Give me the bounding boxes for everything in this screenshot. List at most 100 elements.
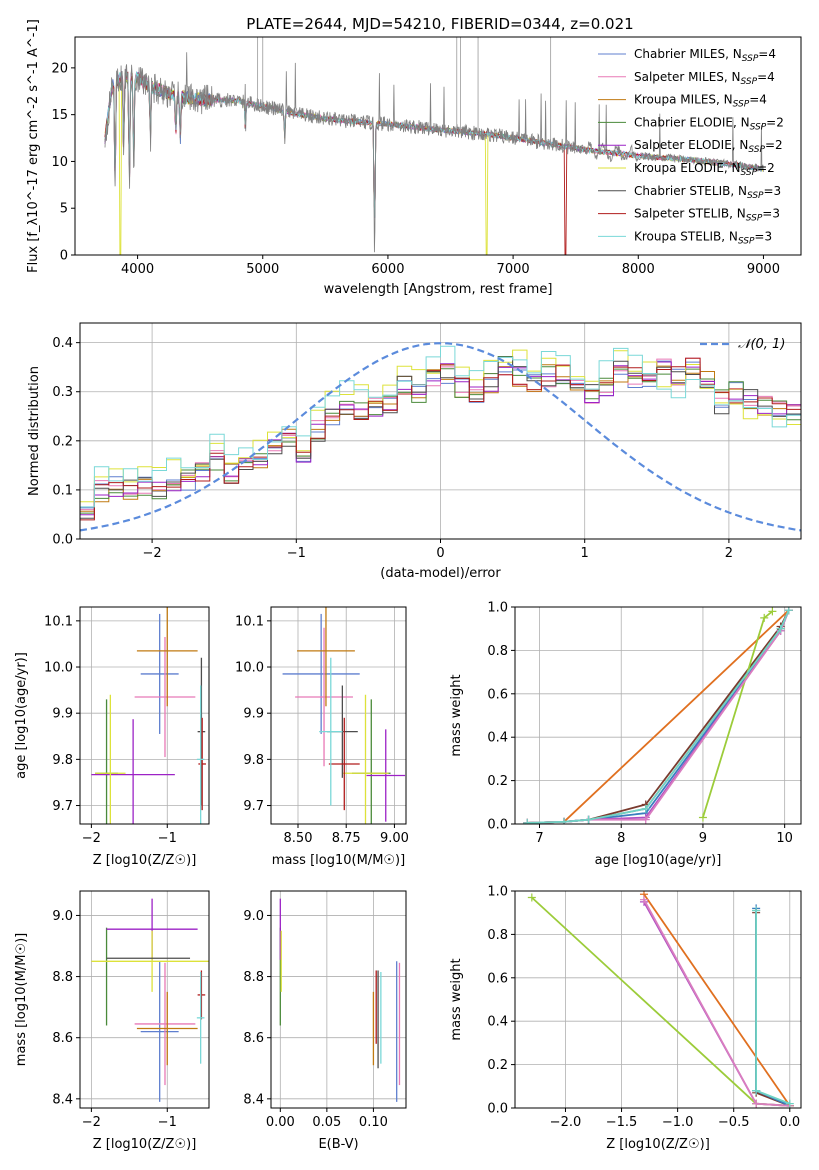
mass-weight-marker — [639, 895, 648, 904]
y-axis-label: mass [log10(M/M☉)] — [14, 933, 29, 1066]
x-axis-label: Z [log10(Z/Z☉)] — [93, 853, 197, 868]
y-tick-label: 0.3 — [52, 385, 73, 400]
y-tick-label: 0.4 — [52, 336, 73, 351]
x-axis-label: (data-model)/error — [380, 566, 501, 581]
plot-area — [80, 891, 209, 1108]
y-tick-label: 0.2 — [487, 774, 508, 789]
x-tick-label: 8.75 — [332, 831, 361, 846]
y-axis-label: age [log10(age/yr)] — [14, 652, 29, 779]
plot-area — [271, 891, 406, 1108]
x-tick-label: −2 — [82, 831, 101, 846]
panels: Chabrier MILES, NSSP=4 Salpeter MILES, NS… — [14, 19, 802, 1152]
chart-spectrum: Chabrier MILES, NSSP=4 Salpeter MILES, NS… — [26, 19, 802, 297]
y-tick-label: 0.4 — [487, 731, 508, 746]
y-tick-label: 9.7 — [243, 799, 264, 814]
y-tick-label: 8.8 — [243, 970, 264, 985]
y-tick-label: 10 — [51, 155, 68, 170]
x-tick-label: 10 — [776, 831, 793, 846]
observed-spectrum-line — [104, 52, 764, 253]
plot-area — [271, 607, 406, 824]
mass-weight-marker — [584, 815, 593, 824]
residual-histogram-step — [80, 357, 801, 521]
legend: 𝒩(0, 1) — [700, 337, 785, 352]
x-tick-label: 2 — [725, 546, 733, 561]
x-tick-label: 7000 — [497, 262, 530, 277]
x-tick-label: 0.0 — [779, 1115, 800, 1130]
legend-label: Chabrier ELODIE, NSSP=2 — [634, 115, 784, 132]
x-tick-label: 0 — [436, 546, 444, 561]
legend-label: 𝒩(0, 1) — [738, 337, 785, 352]
x-tick-label: −1.5 — [606, 1115, 638, 1130]
y-tick-label: 10.0 — [44, 661, 73, 676]
x-tick-label: 6000 — [371, 262, 404, 277]
y-tick-label: 0.6 — [487, 971, 508, 986]
y-tick-label: 8.6 — [52, 1031, 73, 1046]
mass-weight-marker — [752, 1099, 761, 1108]
x-tick-label: 8.50 — [284, 831, 313, 846]
mass-weight-marker — [752, 906, 761, 915]
x-axis-label: age [log10(age/yr)] — [595, 853, 722, 868]
y-tick-label: 0.0 — [487, 818, 508, 833]
x-tick-label: 5000 — [246, 262, 279, 277]
chart-age-vs-mass: 8.50 8.75 9.00 9.7 9.8 9.9 10.0 10.1 mass [log10… — [235, 606, 409, 868]
x-axis-label: Z [log10(Z/Z☉)] — [606, 1137, 710, 1152]
plot-area — [80, 607, 209, 824]
figure-title: PLATE=2644, MJD=54210, FIBERID=0344, z=0… — [246, 15, 633, 33]
y-tick-label: 8.6 — [243, 1031, 264, 1046]
y-tick-label: 0.8 — [487, 928, 508, 943]
legend-label: Chabrier STELIB, NSSP=3 — [634, 184, 781, 201]
mass-weight-marker — [641, 815, 650, 824]
x-tick-label: 0.00 — [266, 1115, 295, 1130]
axes-frame — [270, 890, 407, 1109]
y-tick-label: 9.8 — [243, 753, 264, 768]
y-tick-label: 0.0 — [487, 1102, 508, 1117]
x-axis-label: wavelength [Angstrom, rest frame] — [324, 282, 553, 297]
chart-mass-vs-Z: −2 −1 8.4 8.6 8.8 9.0 Z [log10(Z/Z☉)] mass [log… — [14, 890, 210, 1152]
chart-residual-histogram: 𝒩(0, 1) −2 −1 0 1 2 0.0 0.1 0.2 0.3 0.4 (data-model… — [27, 322, 802, 581]
y-tick-label: 5 — [60, 202, 68, 217]
y-tick-label: 1.0 — [487, 601, 508, 616]
x-tick-label: −1 — [158, 1115, 177, 1130]
x-axis-label: E(B-V) — [318, 1137, 358, 1152]
y-tick-label: 0.4 — [487, 1015, 508, 1030]
legend-label: Salpeter MILES, NSSP=4 — [634, 70, 775, 87]
x-tick-label: −2 — [82, 1115, 101, 1130]
y-axis-label: Normed distribution — [27, 366, 42, 496]
x-axis-label: Z [log10(Z/Z☉)] — [93, 1137, 197, 1152]
axes-frame — [514, 890, 802, 1109]
mass-weight-line — [527, 609, 790, 824]
chart-mass-weight-vs-Z: −2.0 −1.5 −1.0 −0.5 0.0 0.0 0.2 0.4 0.6 0.8 1.0 Z [… — [449, 885, 802, 1152]
y-tick-label: 10.0 — [235, 661, 264, 676]
x-tick-label: −2.0 — [550, 1115, 582, 1130]
y-tick-label: 0.6 — [487, 687, 508, 702]
mass-weight-marker — [560, 817, 569, 824]
x-tick-label: −2 — [143, 546, 162, 561]
y-tick-label: 0 — [60, 249, 68, 264]
x-tick-label: 4000 — [121, 262, 154, 277]
y-axis-label: Flux [f_λ10^-17 erg cm^-2 s^-1 A^-1] — [26, 19, 41, 273]
y-tick-label: 0.2 — [52, 434, 73, 449]
legend-label: Kroupa STELIB, NSSP=3 — [634, 229, 772, 246]
plot-area — [515, 607, 801, 824]
chart-mass-weight-vs-age: 7 8 9 10 0.0 0.2 0.4 0.6 0.8 1.0 age [log10(age/yr… — [449, 601, 802, 868]
y-tick-label: 15 — [51, 108, 68, 123]
y-tick-label: 8.8 — [52, 970, 73, 985]
x-tick-label: 9000 — [747, 262, 780, 277]
y-tick-label: 0.2 — [487, 1058, 508, 1073]
chart-mass-vs-EBV: 0.00 0.05 0.10 8.4 8.6 8.8 9.0 E(B-V) — [243, 890, 407, 1152]
x-tick-label: −1 — [287, 546, 306, 561]
y-tick-label: 9.9 — [243, 707, 264, 722]
chart-age-vs-Z: −2 −1 9.7 9.8 9.9 10.0 10.1 Z [log10(Z/Z☉)] age … — [14, 606, 210, 868]
x-tick-label: 7 — [535, 831, 543, 846]
axes-frame — [79, 606, 210, 825]
x-tick-label: −0.5 — [718, 1115, 750, 1130]
y-tick-label: 10.1 — [235, 614, 264, 629]
x-axis-label: mass [log10(M/M☉)] — [272, 853, 405, 868]
y-tick-label: 0.8 — [487, 644, 508, 659]
mass-weight-line — [643, 893, 791, 1107]
mass-weight-marker — [784, 607, 793, 615]
mass-weight-marker — [776, 624, 785, 633]
y-tick-label: 20 — [51, 61, 68, 76]
residual-histogram-step — [80, 356, 801, 519]
